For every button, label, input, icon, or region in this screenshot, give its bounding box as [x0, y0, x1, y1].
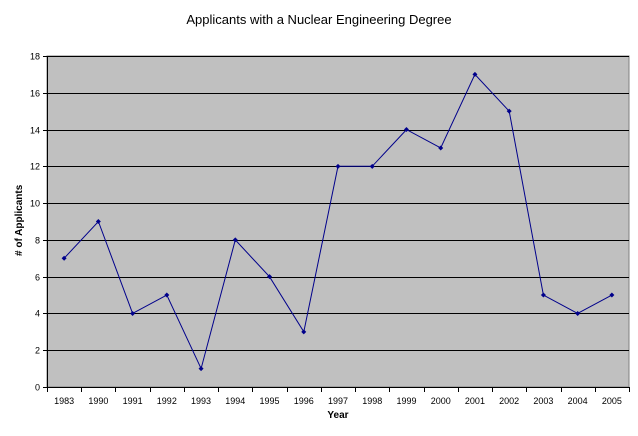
y-tick-label: 14 [30, 126, 40, 136]
data-point [95, 219, 101, 224]
data-point [575, 310, 581, 316]
x-tick-label: 2004 [568, 396, 588, 406]
y-tick-label: 2 [35, 346, 40, 356]
x-tick-label: 2003 [533, 396, 553, 406]
y-tick-label: 18 [30, 52, 40, 62]
data-point [609, 292, 615, 298]
x-tick-label: 2005 [602, 396, 622, 406]
x-tick-label: 1992 [157, 396, 177, 406]
x-tick-label: 1990 [88, 396, 108, 406]
y-tick-label: 10 [30, 199, 40, 209]
x-tick-label: 1983 [54, 396, 74, 406]
data-point [335, 163, 341, 169]
x-tick-label: 2000 [431, 396, 451, 406]
x-tick-label: 1996 [294, 396, 314, 406]
data-point [472, 71, 478, 77]
plot-area [46, 55, 630, 388]
data-point [540, 292, 546, 298]
data-point [232, 237, 238, 243]
y-tick-label: 16 [30, 89, 40, 99]
x-tick-label: 2002 [499, 396, 519, 406]
data-point [506, 108, 512, 114]
x-axis-label: Year [327, 410, 349, 421]
data-point [267, 274, 273, 280]
data-point [438, 145, 444, 151]
data-point [301, 329, 307, 335]
x-tick-label: 2001 [465, 396, 485, 406]
x-tick-label: 1991 [123, 396, 143, 406]
data-point [61, 255, 67, 261]
y-tick-label: 12 [30, 162, 40, 172]
data-point [369, 163, 375, 169]
x-tick-label: 1999 [396, 396, 416, 406]
y-tick-label: 6 [35, 273, 40, 283]
x-tick-label: 1995 [260, 396, 280, 406]
x-tick-label: 1994 [225, 396, 245, 406]
y-tick-label: 8 [35, 236, 40, 246]
data-point [164, 292, 170, 298]
data-point [198, 366, 204, 372]
data-point [130, 310, 136, 316]
x-tick-label: 1998 [362, 396, 382, 406]
y-tick-label: 4 [35, 309, 40, 319]
y-tick-label: 0 [35, 383, 40, 393]
x-tick-label: 1997 [328, 396, 348, 406]
chart-title: Applicants with a Nuclear Engineering De… [186, 12, 452, 27]
x-tick-label: 1993 [191, 396, 211, 406]
data-point [403, 127, 409, 133]
